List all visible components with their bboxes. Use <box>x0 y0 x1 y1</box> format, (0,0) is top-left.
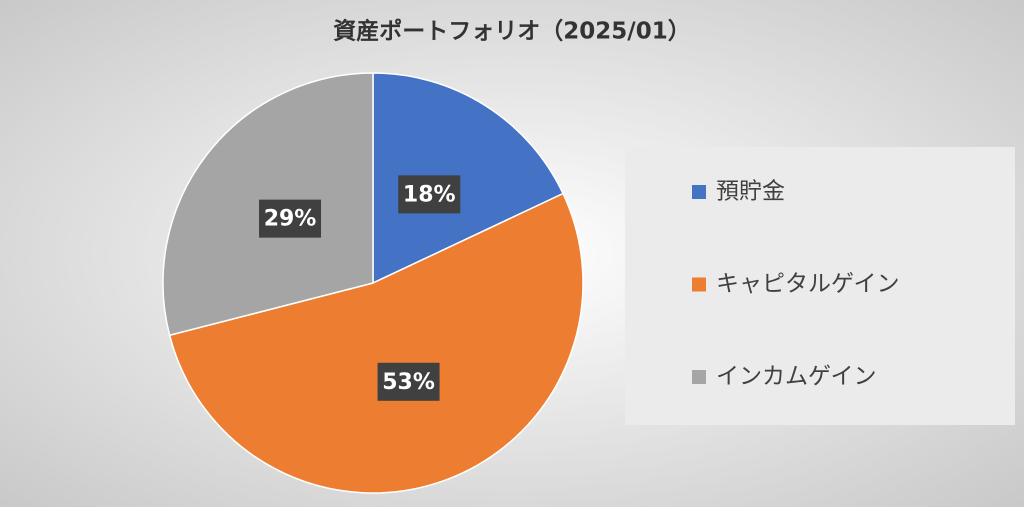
legend-label: キャピタルゲイン <box>716 271 900 297</box>
legend-label: インカムゲイン <box>716 364 877 390</box>
data-label: 29% <box>264 207 317 232</box>
data-label-box <box>398 175 461 214</box>
pie-slice <box>168 192 584 494</box>
data-label-box <box>259 199 322 238</box>
legend-swatch <box>692 277 706 292</box>
legend-label: 預貯金 <box>716 179 785 205</box>
legend-swatch <box>692 185 706 199</box>
data-label-box <box>377 362 440 401</box>
data-label: 18% <box>403 182 456 207</box>
data-label: 53% <box>382 370 435 395</box>
chart-title: 資産ポートフォリオ（2025/01） <box>333 18 690 45</box>
pie-slice <box>372 72 565 285</box>
legend-swatch <box>692 370 706 384</box>
legend-box <box>625 147 1015 425</box>
